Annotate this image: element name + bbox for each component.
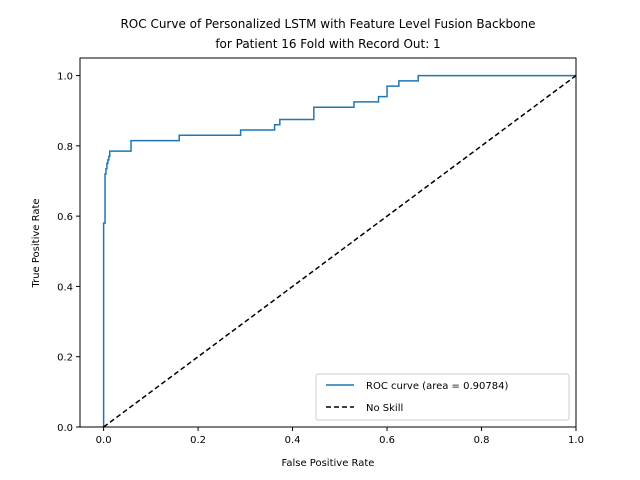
axes: 0.0 0.2 0.4 0.6 0.8 1.0 0.0 0.2 0.4 0.6 0.8 1.0	[57, 57, 584, 446]
legend: ROC curve (area = 0.90784) No Skill	[315, 373, 570, 421]
x-tick-label: 0.4	[285, 435, 301, 446]
chart-title-line2: for Patient 16 Fold with Record Out: 1	[215, 37, 440, 51]
x-tick-label: 0.8	[474, 435, 490, 446]
plot-area	[102, 74, 576, 427]
x-axis-label: False Positive Rate	[282, 458, 375, 469]
legend-roc-label: ROC curve (area = 0.90784)	[366, 381, 508, 392]
x-tick-label: 0.2	[190, 435, 206, 446]
y-tick-label: 0.0	[57, 423, 73, 434]
series-line-no-skill	[103, 74, 576, 427]
x-tick-label: 0.6	[379, 435, 395, 446]
chart-title-line1: ROC Curve of Personalized LSTM with Feat…	[120, 17, 535, 31]
y-tick-label: 0.4	[57, 282, 73, 293]
y-tick-label: 0.6	[57, 212, 73, 223]
y-tick-label: 0.8	[57, 142, 73, 153]
legend-noskill-label: No Skill	[366, 403, 403, 414]
x-tick-label: 1.0	[568, 435, 584, 446]
y-axis-label: True Positive Rate	[31, 198, 42, 288]
y-tick-label: 0.2	[57, 353, 73, 364]
y-tick-label: 1.0	[57, 72, 73, 83]
axes-frame	[79, 57, 577, 428]
series-line-roc-curve	[102, 74, 576, 427]
x-tick-label: 0.0	[96, 435, 112, 446]
legend-box	[315, 373, 570, 421]
